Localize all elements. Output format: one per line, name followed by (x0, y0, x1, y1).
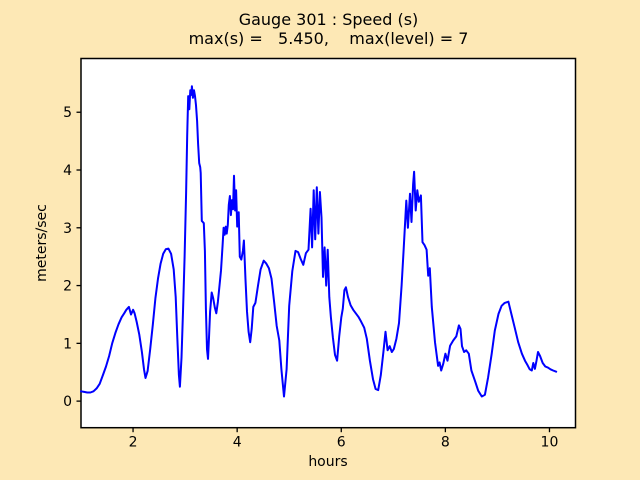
x-axis-ticks: 2 4 6 8 10 (129, 427, 559, 451)
x-axis-label: hours (308, 454, 347, 470)
x-tick-label: 4 (233, 435, 242, 451)
x-tick-label: 8 (441, 435, 450, 451)
x-tick-label: 10 (541, 435, 559, 451)
y-tick-label: 5 (63, 105, 72, 121)
y-tick-label: 0 (63, 394, 72, 410)
y-tick-label: 1 (63, 336, 72, 352)
chart-subtitle: max(s) = 5.450, max(level) = 7 (188, 29, 469, 48)
y-axis-ticks: 0 1 2 3 4 5 (63, 105, 81, 410)
y-tick-label: 4 (63, 163, 72, 179)
x-tick-label: 2 (129, 435, 138, 451)
speed-line-series (80, 85, 558, 398)
y-axis-label: meters/sec (34, 204, 50, 282)
chart-title-block: Gauge 301 : Speed (s) max(s) = 5.450, ma… (81, 10, 576, 48)
chart-title: Gauge 301 : Speed (s) (238, 10, 419, 29)
plot-area (80, 57, 577, 429)
y-tick-label: 2 (63, 279, 72, 295)
x-tick-label: 6 (337, 435, 346, 451)
y-tick-label: 3 (63, 221, 72, 237)
